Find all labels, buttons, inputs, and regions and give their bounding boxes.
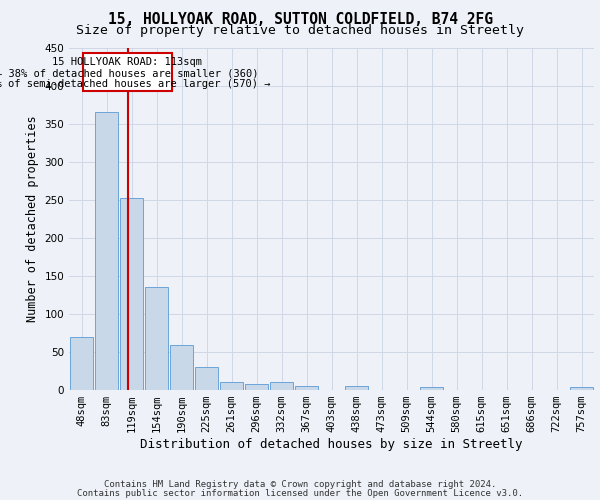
Bar (420, 387, 443, 390)
Bar (120, 198, 143, 390)
Text: 15, HOLLYOAK ROAD, SUTTON COLDFIELD, B74 2FG: 15, HOLLYOAK ROAD, SUTTON COLDFIELD, B74… (107, 12, 493, 28)
Bar (195, 367, 218, 390)
Bar (220, 382, 243, 390)
Y-axis label: Number of detached properties: Number of detached properties (26, 116, 39, 322)
Bar (570, 387, 593, 390)
Text: 61% of semi-detached houses are larger (570) →: 61% of semi-detached houses are larger (… (0, 80, 271, 90)
Text: Contains HM Land Registry data © Crown copyright and database right 2024.: Contains HM Land Registry data © Crown c… (104, 480, 496, 489)
Text: ← 38% of detached houses are smaller (360): ← 38% of detached houses are smaller (36… (0, 68, 259, 78)
Bar (345, 386, 368, 390)
Text: 15 HOLLYOAK ROAD: 113sqm: 15 HOLLYOAK ROAD: 113sqm (52, 56, 202, 66)
FancyBboxPatch shape (83, 53, 172, 91)
Bar (170, 345, 193, 390)
Bar (270, 382, 293, 390)
Text: Size of property relative to detached houses in Streetly: Size of property relative to detached ho… (76, 24, 524, 37)
Bar (95, 112, 118, 390)
X-axis label: Distribution of detached houses by size in Streetly: Distribution of detached houses by size … (140, 438, 523, 451)
Bar (70, 336, 93, 390)
Bar (145, 287, 168, 390)
Text: Contains public sector information licensed under the Open Government Licence v3: Contains public sector information licen… (77, 488, 523, 498)
Bar (245, 384, 268, 390)
Bar (295, 386, 318, 390)
